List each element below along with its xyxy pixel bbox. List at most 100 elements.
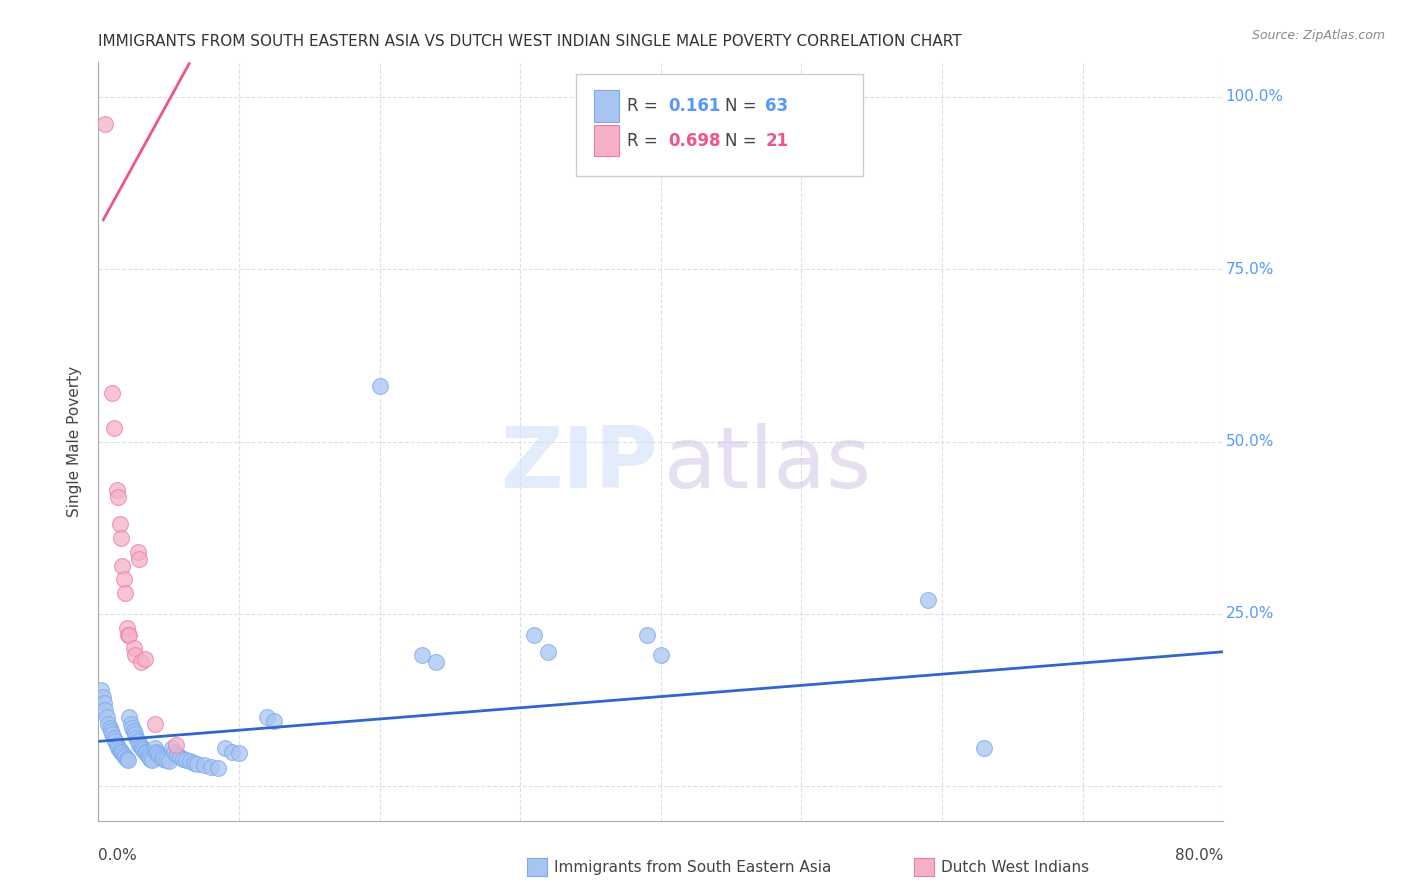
Point xyxy=(132,743,155,757)
Text: 63: 63 xyxy=(765,96,789,115)
Point xyxy=(139,751,162,765)
Point xyxy=(98,721,121,735)
Text: N =: N = xyxy=(725,131,762,150)
Point xyxy=(128,551,150,566)
Point xyxy=(973,741,995,756)
Point xyxy=(165,738,187,752)
Point xyxy=(122,724,145,739)
Point xyxy=(193,758,215,772)
Point xyxy=(214,741,236,756)
Point xyxy=(127,734,149,748)
Point xyxy=(97,717,120,731)
Point xyxy=(228,746,250,760)
Point xyxy=(94,703,117,717)
Point xyxy=(152,751,174,765)
Point xyxy=(125,731,148,745)
Point xyxy=(155,753,177,767)
Point xyxy=(150,750,173,764)
Point xyxy=(172,751,194,765)
Point xyxy=(127,545,149,559)
Point xyxy=(131,741,153,756)
Point xyxy=(134,651,156,665)
Point xyxy=(157,755,180,769)
Point xyxy=(650,648,672,663)
Point xyxy=(179,755,201,769)
Point xyxy=(122,641,145,656)
Point xyxy=(114,586,136,600)
Point xyxy=(129,655,152,669)
Point xyxy=(138,750,160,764)
Point xyxy=(145,745,167,759)
Point xyxy=(101,386,124,401)
Point xyxy=(134,745,156,759)
Text: 0.698: 0.698 xyxy=(669,131,721,150)
Point xyxy=(141,753,163,767)
Point xyxy=(523,627,546,641)
Point xyxy=(101,727,124,741)
Point xyxy=(263,714,285,728)
Point xyxy=(256,710,278,724)
Text: 50.0%: 50.0% xyxy=(1226,434,1274,449)
Point xyxy=(104,734,127,748)
Point xyxy=(117,753,139,767)
Point xyxy=(200,760,222,774)
Point xyxy=(118,710,141,724)
Point xyxy=(207,761,229,775)
Point xyxy=(105,483,128,497)
Text: R =: R = xyxy=(627,96,664,115)
Point xyxy=(169,750,191,764)
Point xyxy=(186,757,208,772)
Point xyxy=(166,748,188,763)
Text: Immigrants from South Eastern Asia: Immigrants from South Eastern Asia xyxy=(554,860,831,874)
Y-axis label: Single Male Poverty: Single Male Poverty xyxy=(67,366,83,517)
Point xyxy=(636,627,658,641)
Point xyxy=(114,750,136,764)
Point xyxy=(160,741,183,756)
Point xyxy=(115,751,138,765)
Text: Source: ZipAtlas.com: Source: ZipAtlas.com xyxy=(1251,29,1385,42)
Point xyxy=(110,745,132,759)
Point xyxy=(163,745,186,759)
Point xyxy=(110,531,132,545)
Text: IMMIGRANTS FROM SOUTH EASTERN ASIA VS DUTCH WEST INDIAN SINGLE MALE POVERTY CORR: IMMIGRANTS FROM SOUTH EASTERN ASIA VS DU… xyxy=(98,34,962,49)
Text: 25.0%: 25.0% xyxy=(1226,607,1274,622)
Point xyxy=(105,738,128,752)
Point xyxy=(537,645,560,659)
Point xyxy=(108,517,131,532)
Point xyxy=(93,697,115,711)
Point xyxy=(143,717,166,731)
Text: 21: 21 xyxy=(765,131,789,150)
Point xyxy=(107,741,129,756)
Point xyxy=(111,558,134,573)
Point xyxy=(411,648,433,663)
Point xyxy=(121,721,143,735)
Text: atlas: atlas xyxy=(664,423,872,506)
Point xyxy=(425,655,447,669)
Point xyxy=(107,490,129,504)
Text: 0.0%: 0.0% xyxy=(98,848,138,863)
Point xyxy=(118,627,141,641)
Point xyxy=(146,746,169,760)
Point xyxy=(183,756,205,770)
Text: 0.161: 0.161 xyxy=(669,96,721,115)
Point xyxy=(143,741,166,756)
Point xyxy=(128,738,150,752)
Point xyxy=(96,710,118,724)
Point xyxy=(174,753,197,767)
Point xyxy=(111,746,134,760)
Point xyxy=(90,682,112,697)
Point xyxy=(91,690,114,704)
Point xyxy=(135,746,157,760)
FancyBboxPatch shape xyxy=(595,125,619,156)
Point xyxy=(115,621,138,635)
Point xyxy=(124,648,146,663)
FancyBboxPatch shape xyxy=(595,90,619,121)
Point xyxy=(103,731,125,745)
Text: 100.0%: 100.0% xyxy=(1226,89,1284,104)
Point xyxy=(221,745,243,759)
Point xyxy=(103,421,125,435)
Text: 75.0%: 75.0% xyxy=(1226,261,1274,277)
FancyBboxPatch shape xyxy=(576,74,863,177)
Point xyxy=(148,748,170,763)
Point xyxy=(100,724,122,739)
